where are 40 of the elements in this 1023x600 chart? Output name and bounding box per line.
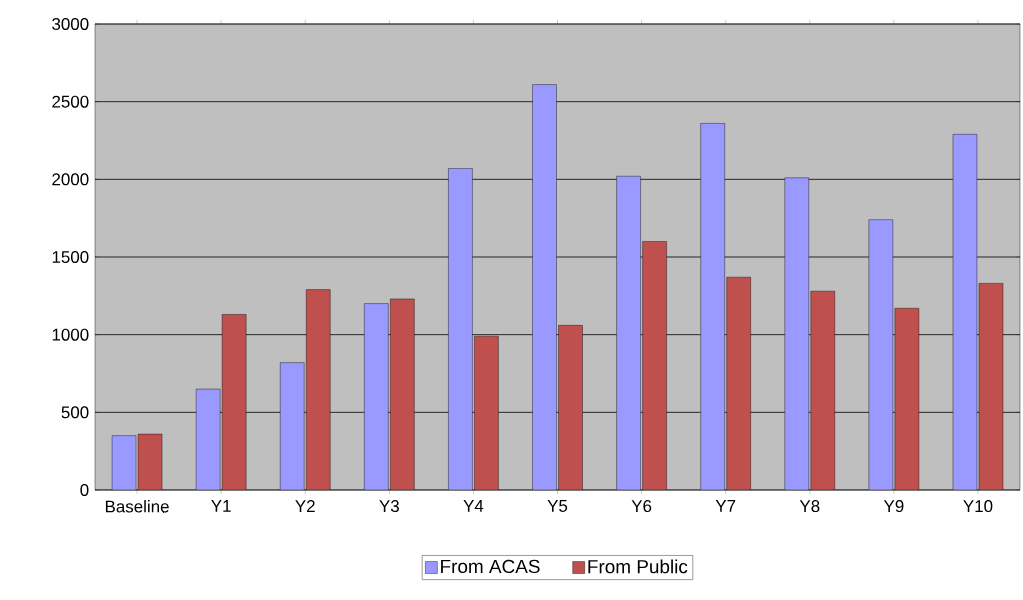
bar xyxy=(196,389,221,490)
y-tick-label: 500 xyxy=(61,406,89,419)
bar xyxy=(642,241,667,490)
x-tick-label: Y1 xyxy=(211,500,231,512)
bar xyxy=(726,277,751,490)
bar xyxy=(558,325,583,490)
bar xyxy=(390,298,415,490)
bar xyxy=(222,314,247,490)
y-tick-label: 1000 xyxy=(52,328,89,341)
bar xyxy=(616,176,641,490)
bar xyxy=(306,289,331,490)
x-tick-label: Y2 xyxy=(295,500,315,512)
y-tick-label: 0 xyxy=(80,484,89,496)
bar xyxy=(532,84,557,490)
x-tick-label: Y5 xyxy=(547,500,568,512)
x-tick-label: Y10 xyxy=(963,500,993,513)
legend-label: From ACAS xyxy=(441,559,540,574)
bar xyxy=(474,336,499,490)
x-tick-label: Y7 xyxy=(715,500,736,512)
bar xyxy=(952,134,978,490)
legend-label: From Public xyxy=(588,559,688,574)
bar xyxy=(978,283,1004,490)
x-tick-label: Y9 xyxy=(883,500,904,513)
bar xyxy=(810,291,835,490)
bar xyxy=(700,123,725,490)
x-tick-label: Baseline xyxy=(105,500,169,513)
bar xyxy=(868,219,893,490)
y-tick-label: 1500 xyxy=(52,251,89,263)
bar xyxy=(448,168,473,490)
bar xyxy=(894,308,919,490)
bar xyxy=(784,177,809,490)
x-tick-label: Y8 xyxy=(799,500,820,513)
bar xyxy=(280,362,305,490)
bar xyxy=(364,303,389,490)
x-tick-label: Y4 xyxy=(463,500,484,512)
x-tick-label: Y6 xyxy=(631,500,652,513)
y-tick-label: 2500 xyxy=(52,95,89,108)
y-tick-label: 3000 xyxy=(52,18,89,30)
y-tick-label: 2000 xyxy=(52,173,89,186)
x-tick-label: Y3 xyxy=(379,500,399,513)
